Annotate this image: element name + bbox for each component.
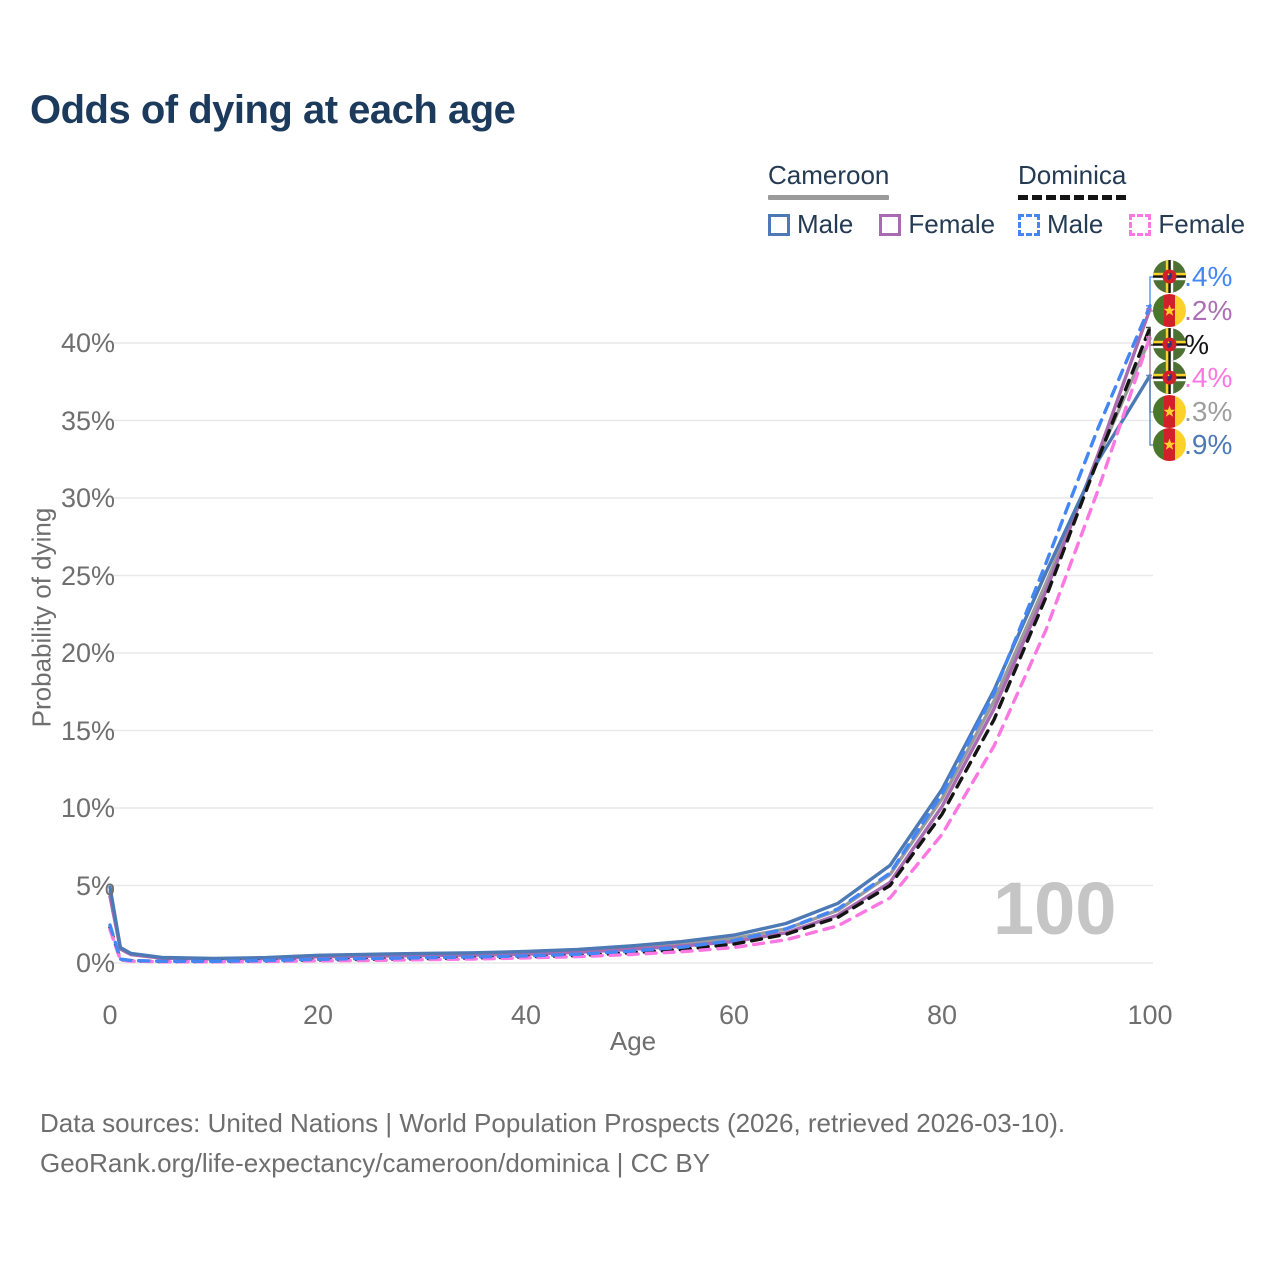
x-tick-20: 20 [302,1000,334,1030]
legend-label-cameroon-male: Male [797,209,854,239]
end-label-cameroon_both: 40.3% [1153,395,1232,429]
legend-label-dominica-male: Male [1047,209,1104,239]
dominica-flag-icon [1153,361,1186,394]
y-tick-20%: 20% [60,638,115,668]
cameroon-flag-icon [1153,428,1186,461]
leader-line-cameroon_male [1146,374,1154,446]
end-label-dominica_female: 40.4% [1153,361,1232,395]
legend-country-dominica[interactable]: Dominica [1018,160,1127,200]
checkbox-cameroon-male[interactable] [768,213,790,236]
legend-label-cameroon-female: Female [908,209,996,239]
series-line-cameroon_male[interactable] [108,373,1152,961]
y-tick-15%: 15% [60,715,115,746]
x-tick-40: 40 [510,1000,542,1030]
end-label-dominica_male: 42.4% [1153,260,1232,294]
y-tick-5%: 5% [75,870,115,901]
legend-country-cameroon[interactable]: Cameroon [768,160,890,200]
checkbox-dominica-female[interactable] [1129,213,1152,236]
cameroon-flag-icon [1153,395,1186,428]
y-tick-25%: 25% [60,560,115,591]
legend-label-dominica-female: Female [1158,209,1246,239]
checkbox-dominica-male[interactable] [1018,213,1040,236]
legend-country-cameroon-label: Cameroon [768,160,890,190]
y-tick-0%: 0% [75,948,115,978]
footer-attribution-link: GeoRank.org/life-expectancy/cameroon/dom… [40,1148,711,1178]
cameroon-flag-icon [1153,294,1186,327]
y-tick-30%: 30% [60,483,115,513]
y-tick-35%: 35% [60,405,115,436]
checkbox-cameroon-female[interactable] [879,213,902,236]
leader-line-cameroon_female [1146,308,1154,312]
legend-item-dominica-male[interactable]: Male [1018,209,1103,240]
page-title: Odds of dying at each age [30,88,516,132]
x-axis-title: Age [609,1026,657,1056]
legend-group-cameroon: Cameroon Male Female [768,160,995,240]
legend-item-cameroon-female[interactable]: Female [879,209,995,240]
dominica-flag-icon [1153,260,1186,293]
cameroon-line-sample [768,195,890,200]
end-label-cameroon_female: 42.2% [1153,294,1232,328]
y-tick-10%: 10% [60,793,115,823]
y-tick-40%: 40% [60,328,115,358]
legend-item-dominica-female[interactable]: Female [1129,209,1245,240]
legend-group-dominica: Dominica Male Female [1018,160,1245,240]
dominica-flag-icon [1153,328,1186,361]
leader-line-dominica_male [1146,276,1154,307]
x-tick-80: 80 [926,1000,958,1030]
legend-country-dominica-label: Dominica [1018,160,1127,190]
end-label-cameroon_male: 37.9% [1153,428,1232,462]
series-line-cameroon_female[interactable] [108,307,1152,961]
end-label-dominica_both: 41% [1153,328,1209,362]
series-line-dominica_male[interactable] [108,304,1152,963]
x-tick-0: 0 [102,1000,118,1030]
legend-item-cameroon-male[interactable]: Male [768,209,853,240]
dominica-line-sample [1018,195,1127,200]
age-watermark: 100 [993,867,1117,950]
footer-data-sources: Data sources: United Nations | World Pop… [40,1108,1066,1138]
series-line-cameroon_both[interactable] [108,336,1152,961]
x-tick-100: 100 [1127,1000,1173,1030]
x-tick-60: 60 [718,1000,750,1030]
